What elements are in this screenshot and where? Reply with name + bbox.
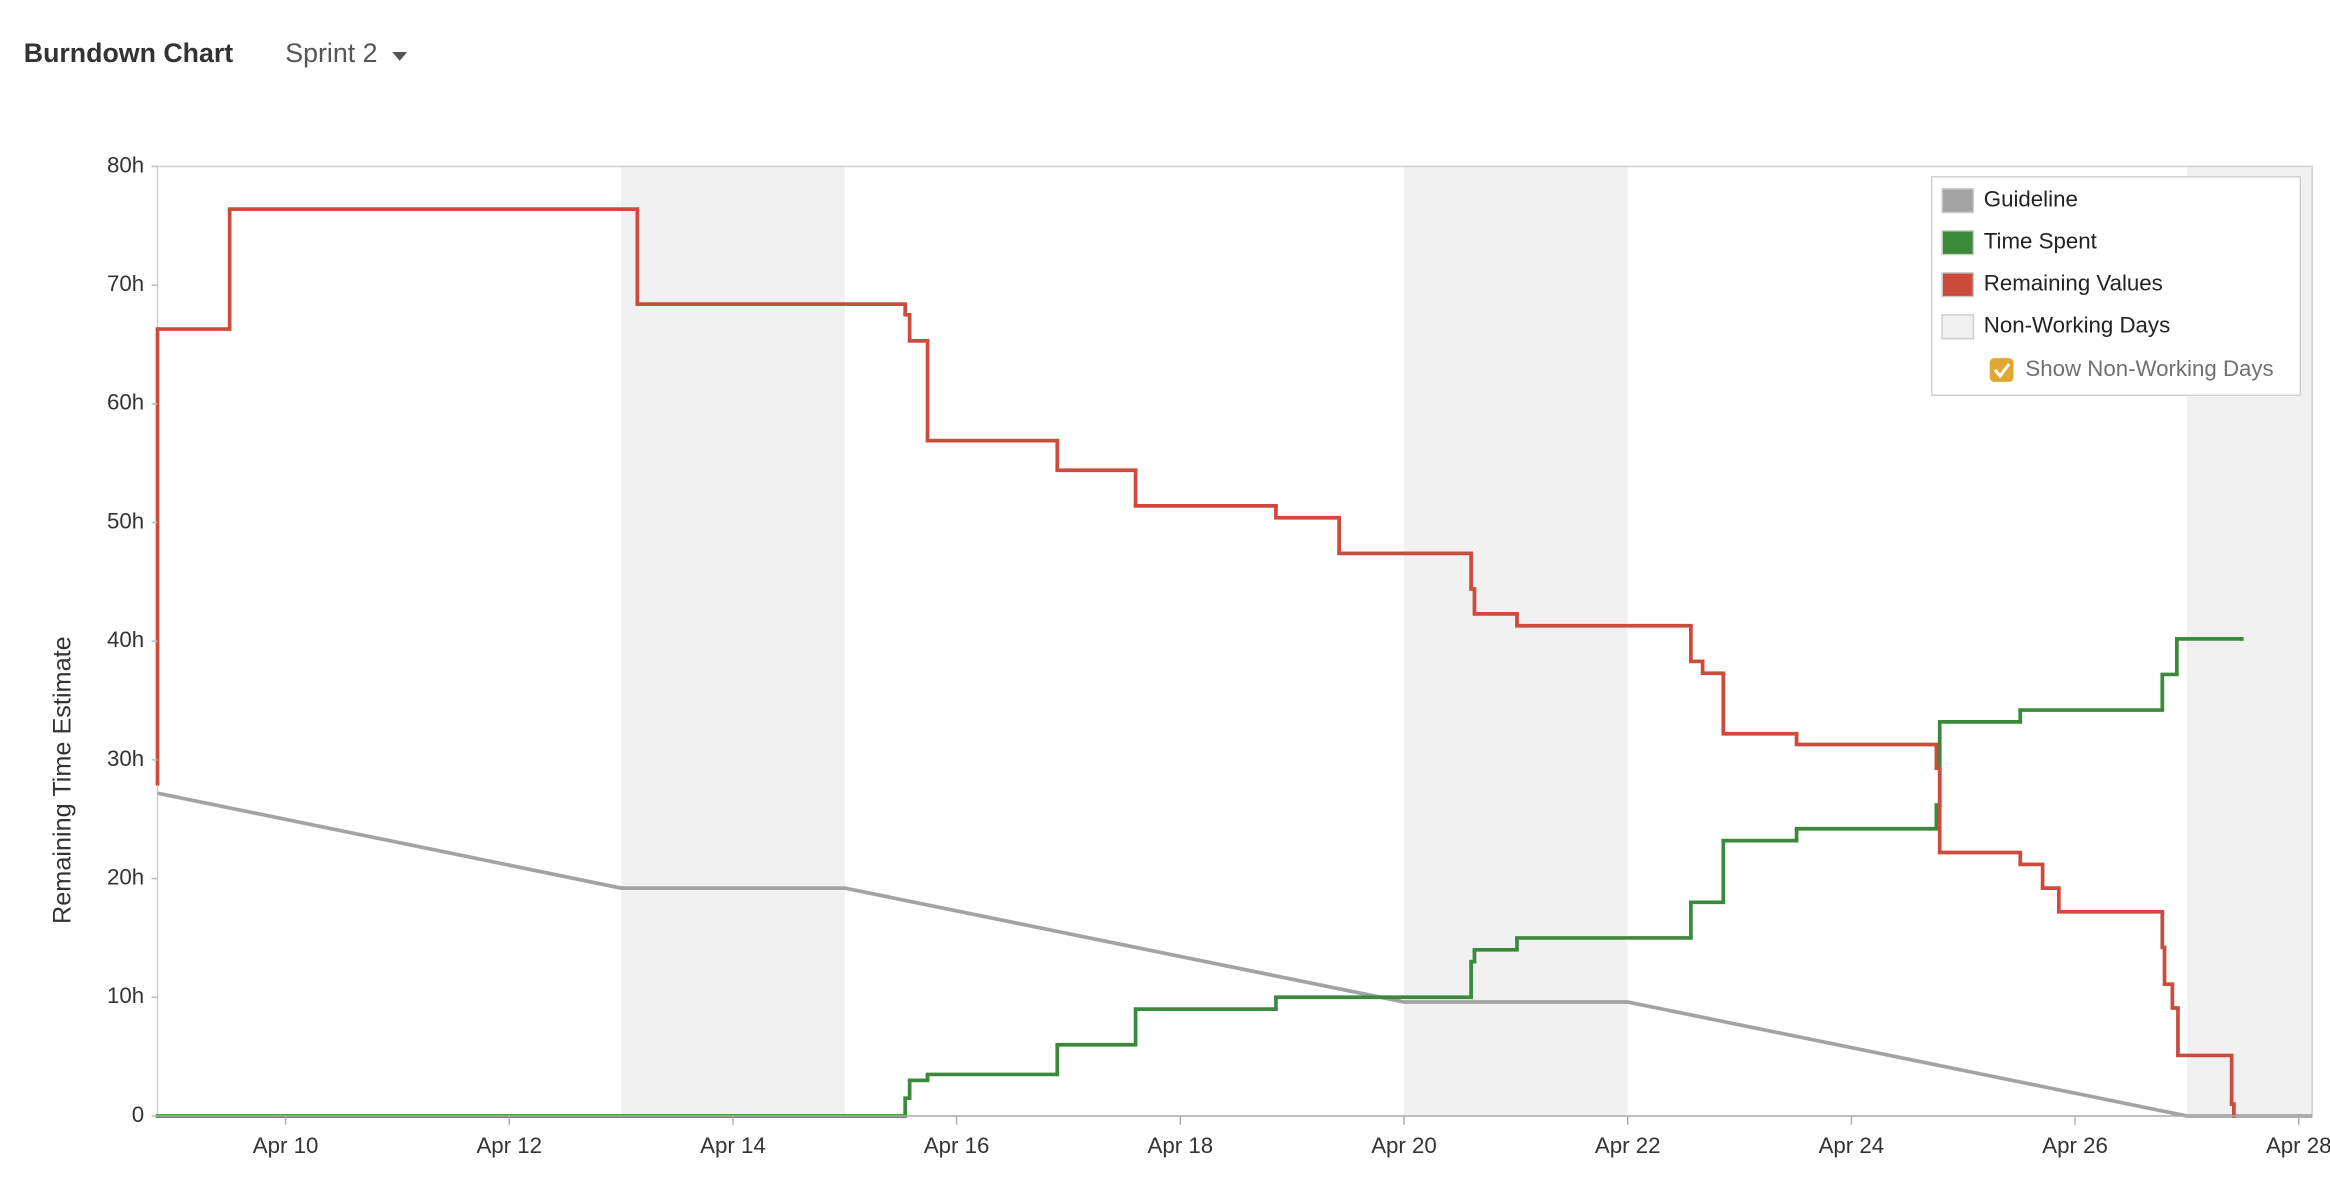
x-tick-label: Apr 28 xyxy=(2266,1133,2330,1158)
y-tick-label: 60h xyxy=(107,390,144,415)
legend-label: Remaining Values xyxy=(1984,271,2163,296)
x-tick-label: Apr 16 xyxy=(924,1133,990,1158)
x-tick-label: Apr 18 xyxy=(1148,1133,1214,1158)
y-tick-label: 10h xyxy=(107,983,144,1008)
legend-label: Time Spent xyxy=(1984,229,2098,254)
x-tick-label: Apr 20 xyxy=(1371,1133,1437,1158)
y-tick-label: 50h xyxy=(107,508,144,533)
x-tick-label: Apr 10 xyxy=(253,1133,319,1158)
checkbox[interactable] xyxy=(1989,358,2014,382)
checkbox-label[interactable]: Show Non-Working Days xyxy=(2025,356,2273,381)
dropdown-caret[interactable] xyxy=(392,52,408,61)
y-tick-label: 70h xyxy=(107,271,144,296)
page-title: Burndown Chart xyxy=(24,38,233,68)
x-tick-label: Apr 14 xyxy=(700,1133,766,1158)
y-tick-label: 0 xyxy=(132,1102,144,1127)
non-working-band xyxy=(621,166,845,1116)
guideline xyxy=(157,791,2313,1118)
y-tick-label: 40h xyxy=(107,627,144,652)
y-tick-label: 30h xyxy=(107,746,144,771)
x-tick-label: Apr 26 xyxy=(2042,1133,2108,1158)
sprint-selector[interactable]: Sprint 2 xyxy=(285,38,377,68)
y-tick-label: 20h xyxy=(107,864,144,889)
y-tick-label: 80h xyxy=(107,152,144,177)
non-working-band xyxy=(1404,166,1628,1116)
legend-swatch xyxy=(1941,272,1975,298)
legend-swatch xyxy=(1941,187,1975,214)
legend-swatch xyxy=(1941,230,1975,256)
y-axis-title: Remaining Time Estimate xyxy=(49,636,77,924)
x-tick-label: Apr 22 xyxy=(1595,1133,1661,1158)
x-axis-title: Time xyxy=(1173,1191,1228,1194)
legend-label: Non-Working Days xyxy=(1984,313,2170,338)
legend: Guideline Time Spent Remaining Values Non-W… xyxy=(1931,176,2302,397)
x-tick-label: Apr 12 xyxy=(476,1133,542,1158)
x-tick-label: Apr 24 xyxy=(1819,1133,1885,1158)
checkmark[interactable] xyxy=(1993,363,2011,379)
legend-label: Guideline xyxy=(1984,187,2078,212)
legend-swatch xyxy=(1941,314,1975,340)
